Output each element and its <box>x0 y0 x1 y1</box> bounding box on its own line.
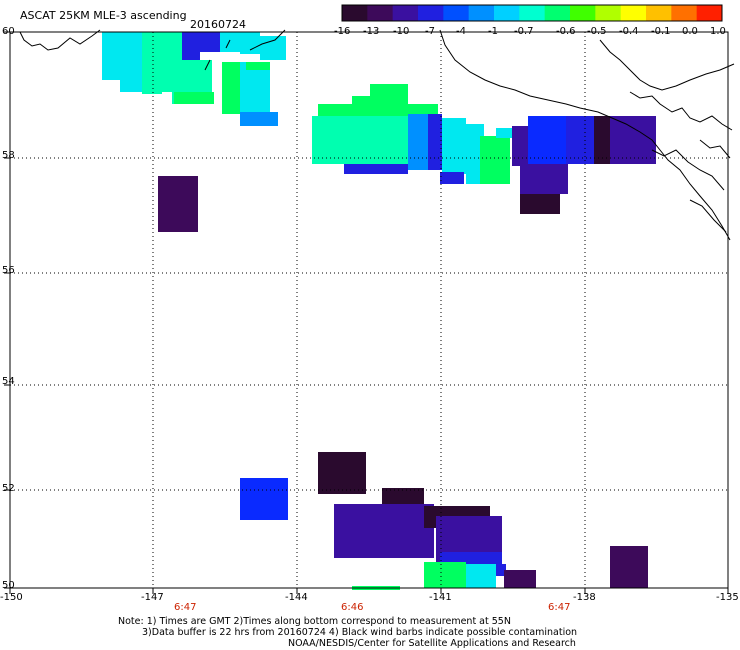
wind-cell <box>466 564 496 588</box>
wind-cell <box>428 114 442 170</box>
colorbar-swatch <box>494 5 520 21</box>
pass-time: 6:46 <box>341 602 364 613</box>
colorbar-swatch <box>367 5 394 21</box>
wind-cell <box>158 176 198 232</box>
wind-cell <box>240 62 270 116</box>
wind-cell <box>370 84 408 98</box>
colorbar-frame <box>341 4 723 22</box>
colorbar-swatch <box>696 5 723 21</box>
wind-cell <box>344 164 408 174</box>
lat-tick-label: 56 <box>2 265 15 276</box>
lat-lon-grid <box>10 32 728 588</box>
product-title: ASCAT 25KM MLE-3 ascending <box>20 9 187 22</box>
wind-cell <box>566 116 596 164</box>
colorbar-swatch <box>519 5 546 21</box>
wind-cell <box>200 32 220 52</box>
lon-tick-label: -147 <box>141 592 164 603</box>
wind-cell <box>240 112 278 126</box>
wind-cell <box>318 452 366 494</box>
lat-tick-label: 58 <box>2 150 15 161</box>
wind-cell <box>318 104 438 116</box>
wind-cell <box>220 32 240 52</box>
wind-cell <box>352 96 408 106</box>
note-line-1: Note: 1) Times are GMT 2)Times along bot… <box>118 616 511 627</box>
colorbar-swatch <box>595 5 622 21</box>
colorbar-swatch <box>620 5 647 21</box>
colorbar-swatch <box>392 5 419 21</box>
wind-data-cells <box>102 32 656 590</box>
wind-cell <box>240 32 260 54</box>
wind-cell <box>312 116 408 164</box>
wind-cell <box>610 546 648 588</box>
wind-cell <box>440 172 464 184</box>
wind-cell <box>496 128 512 138</box>
wind-cell <box>174 92 214 104</box>
wind-cell <box>354 510 404 556</box>
pass-time: 6:47 <box>174 602 197 613</box>
wind-cell <box>424 562 466 588</box>
lat-tick-label: 52 <box>2 483 15 494</box>
wind-cell <box>222 62 244 114</box>
wind-cell <box>504 570 536 588</box>
wind-cell <box>142 32 162 94</box>
lat-tick-label: 54 <box>2 376 15 387</box>
lon-tick-label: -150 <box>0 592 23 603</box>
wind-cell <box>246 62 270 70</box>
coastline-southeast-islands <box>629 91 733 233</box>
coastline-gulf-north <box>439 29 731 241</box>
wind-cell <box>496 564 506 576</box>
lon-tick-label: -141 <box>429 592 452 603</box>
coastline-yakutat <box>599 39 735 91</box>
map-frame <box>9 31 729 589</box>
map-plot-area <box>4 29 735 594</box>
wind-cell <box>610 116 656 164</box>
colorbar-swatch <box>544 5 571 21</box>
wind-cell <box>512 126 528 166</box>
wind-cell <box>102 32 120 80</box>
wind-cell <box>240 478 288 520</box>
wind-cell <box>520 164 568 194</box>
wind-cell <box>442 118 466 174</box>
colorbar-swatch <box>570 5 596 21</box>
wind-cell <box>594 116 610 164</box>
colorbar-swatch <box>443 5 470 21</box>
wind-cell <box>408 114 428 170</box>
wind-cell <box>260 36 286 60</box>
note-line-3: NOAA/NESDIS/Center for Satellite Applica… <box>288 638 576 649</box>
axis-ticks <box>4 31 729 594</box>
lat-tick-label: 60 <box>2 26 15 37</box>
lat-tick-label: 50 <box>2 580 15 591</box>
coastline-alaska-north <box>204 29 286 71</box>
coastline-kenai <box>19 29 101 51</box>
wind-cell <box>440 552 502 564</box>
colorbar-swatch <box>671 5 698 21</box>
note-line-2: 3)Data buffer is 22 hrs from 20160724 4)… <box>142 627 578 638</box>
wind-cell <box>120 32 142 92</box>
lon-tick-label: -138 <box>573 592 596 603</box>
lon-tick-label: -144 <box>285 592 308 603</box>
colorbar <box>341 4 723 22</box>
wind-cell <box>466 124 484 184</box>
wind-cell <box>480 136 510 184</box>
pass-time: 6:47 <box>548 602 571 613</box>
coastline <box>19 29 735 241</box>
colorbar-swatch <box>418 5 444 21</box>
colorbar-swatch <box>646 5 672 21</box>
wind-cell <box>520 194 560 214</box>
product-date: 20160724 <box>190 18 246 31</box>
colorbar-swatch <box>468 5 495 21</box>
lon-tick-label: -135 <box>716 592 739 603</box>
wind-cell <box>382 488 424 508</box>
colorbar-swatch <box>342 5 368 21</box>
